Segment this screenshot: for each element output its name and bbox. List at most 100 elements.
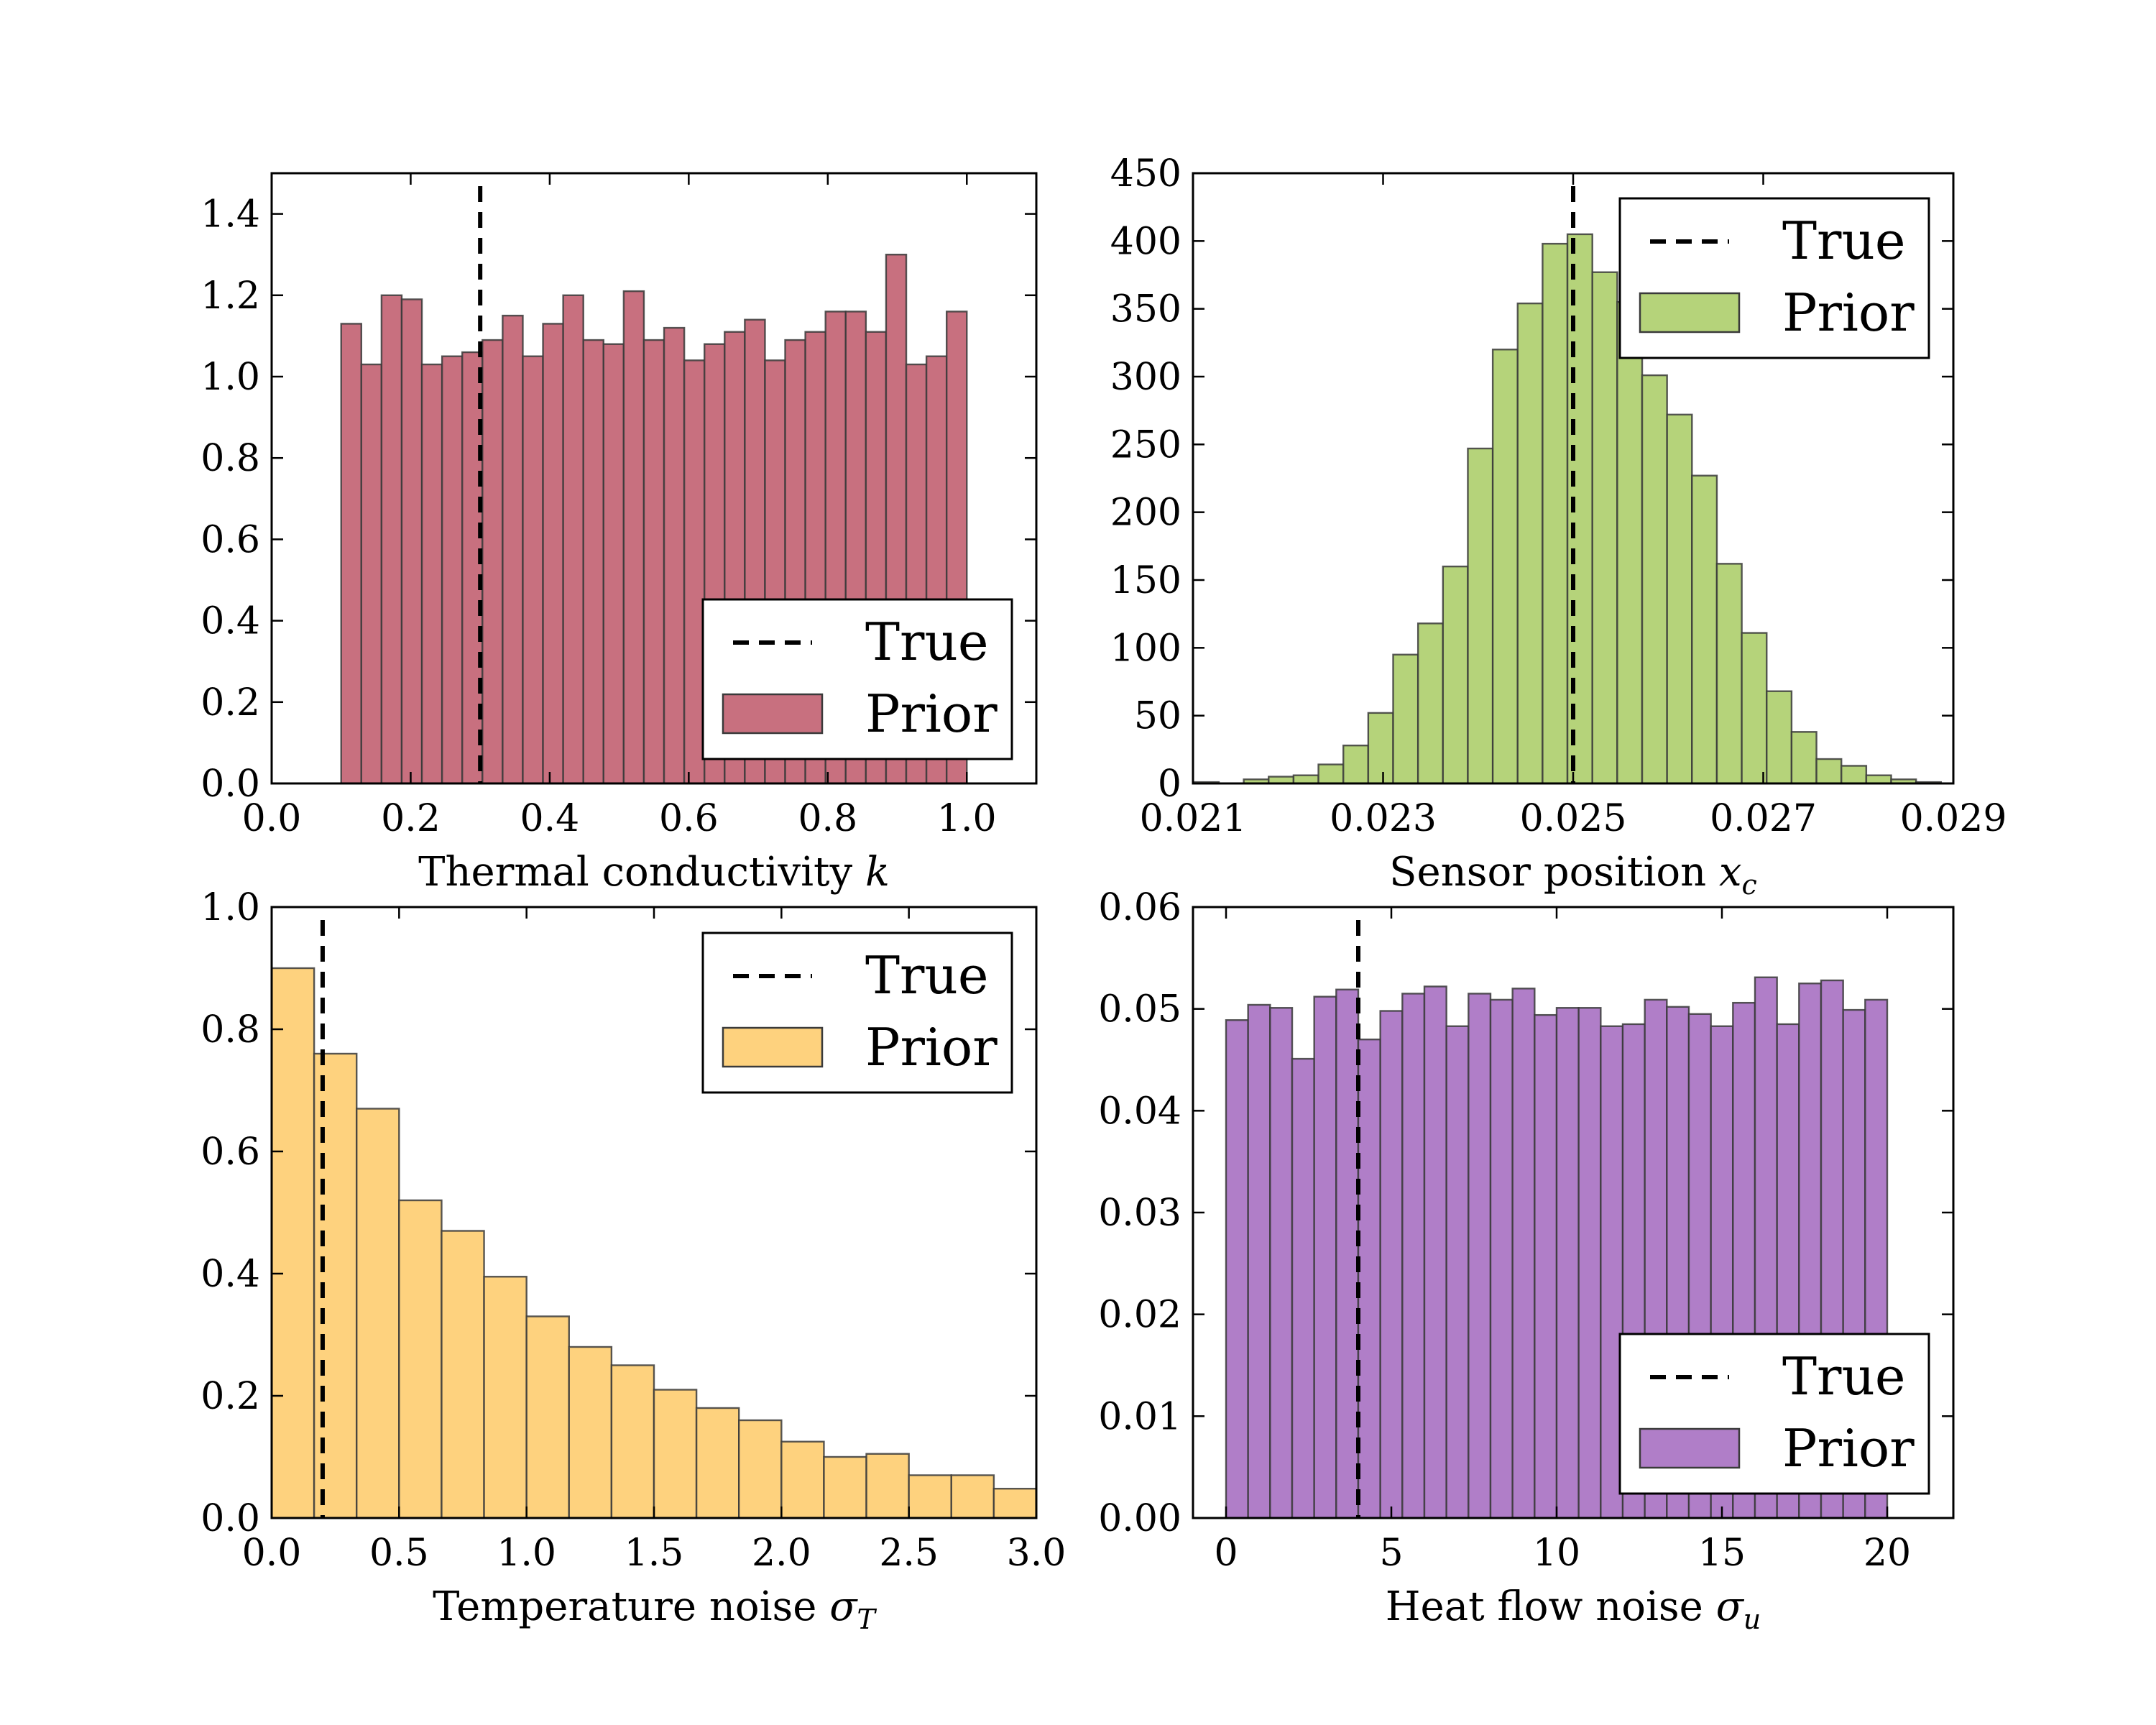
- histogram-bar: [1468, 993, 1492, 1519]
- histogram-bar: [1815, 758, 1843, 785]
- y-tick-label: 50: [1134, 695, 1181, 738]
- histogram-bar: [1416, 622, 1445, 785]
- x-tick-label: 0.8: [798, 797, 857, 840]
- y-tick-label: 0.6: [201, 518, 260, 561]
- histogram-bar: [1516, 302, 1544, 785]
- x-tick-label: 5: [1379, 1532, 1403, 1575]
- y-tick-label: 0.4: [201, 600, 260, 643]
- histogram-bar: [1841, 765, 1868, 785]
- histogram-bar: [1379, 1010, 1404, 1519]
- legend-prior-swatch: [722, 693, 824, 735]
- y-tick-label: 100: [1110, 627, 1181, 670]
- y-tick-label: 0.2: [201, 1375, 260, 1418]
- histogram-bar: [992, 1487, 1038, 1519]
- histogram-bar: [1342, 744, 1370, 785]
- y-tick-label: 0.05: [1098, 988, 1181, 1031]
- x-tick-label: 0.027: [1710, 797, 1817, 840]
- histogram-bar: [482, 339, 504, 785]
- histogram-bar: [1715, 563, 1743, 785]
- x-tick-label: 20: [1864, 1532, 1911, 1575]
- histogram-bar: [1269, 1007, 1294, 1519]
- histogram-panel: 0.021 0.023 0.025 0.027 0.029 0 50 100 150 200 250…: [1110, 152, 2007, 901]
- histogram-bar: [1577, 1007, 1602, 1519]
- histogram-bar: [610, 1364, 655, 1519]
- y-tick-label: 0.04: [1098, 1090, 1181, 1133]
- histogram-bar: [1666, 413, 1693, 785]
- histogram-panel: 0.0 0.5 1.0 1.5 2.0 2.5 3.0 0.0 0.2 0.4 0.6 0.8 1.0 T…: [201, 886, 1066, 1635]
- x-tick-label: 0.5: [369, 1532, 429, 1575]
- histogram-bar: [568, 1346, 613, 1519]
- x-tick-label: 0.0: [242, 797, 302, 840]
- x-tick-label: 1.5: [625, 1532, 684, 1575]
- histogram-bar: [400, 298, 423, 785]
- x-axis-label: Thermal conductivity k: [418, 849, 890, 896]
- y-tick-label: 1.2: [201, 275, 260, 318]
- x-tick-label: 0.029: [1900, 797, 2007, 840]
- histogram-bar: [1534, 1013, 1558, 1519]
- y-tick-label: 150: [1110, 559, 1181, 602]
- legend-prior-swatch: [722, 1026, 824, 1068]
- y-tick-label: 0.02: [1098, 1294, 1181, 1337]
- histogram-bar: [1291, 1057, 1315, 1519]
- legend-true-label: True: [865, 612, 988, 672]
- y-tick-label: 0.6: [201, 1131, 260, 1174]
- y-tick-label: 300: [1110, 356, 1181, 399]
- x-tick-label: 0.023: [1330, 797, 1437, 840]
- histogram-bar: [1511, 988, 1536, 1519]
- histogram-bar: [441, 355, 464, 785]
- y-tick-label: 0.03: [1098, 1192, 1181, 1235]
- histogram-bar: [502, 314, 524, 785]
- legend: True Prior: [1618, 1333, 1930, 1495]
- histogram-bar: [602, 343, 625, 785]
- histogram-bar: [1401, 993, 1426, 1519]
- y-tick-label: 0.06: [1098, 886, 1181, 929]
- histogram-bar: [562, 294, 584, 785]
- legend: True Prior: [701, 932, 1013, 1094]
- legend-true-label: True: [1782, 1346, 1905, 1407]
- histogram-bar: [1225, 1019, 1249, 1519]
- histogram-bar: [1790, 731, 1818, 785]
- histogram-bar: [1865, 774, 1892, 785]
- histogram-bar: [908, 1474, 952, 1519]
- histogram-bar: [1442, 565, 1469, 785]
- y-tick-label: 0.01: [1098, 1395, 1181, 1438]
- histogram-bar: [1313, 995, 1337, 1519]
- histogram-bar: [1741, 632, 1768, 785]
- legend-prior-swatch: [1639, 292, 1741, 334]
- y-tick-label: 0.0: [201, 763, 260, 806]
- histogram-bar: [420, 363, 443, 785]
- x-tick-label: 0.4: [520, 797, 580, 840]
- histogram-panel: 0 5 10 15 20 0.00 0.01 0.02 0.03 0.04 0.05 0.06 Heat…: [1098, 886, 1955, 1635]
- histogram-bar: [1491, 349, 1519, 785]
- histogram-bar: [1335, 988, 1360, 1519]
- histogram-bar: [622, 290, 645, 785]
- y-tick-label: 0.8: [201, 437, 260, 480]
- y-tick-label: 0.4: [201, 1253, 260, 1296]
- histogram-bar: [1445, 1025, 1470, 1519]
- y-tick-label: 400: [1110, 220, 1181, 263]
- x-tick-label: 2.0: [752, 1532, 811, 1575]
- histogram-bar: [780, 1440, 825, 1519]
- histogram-bar: [582, 339, 604, 785]
- plot-frame: [270, 172, 1038, 785]
- y-tick-label: 450: [1110, 152, 1181, 196]
- y-tick-label: 1.4: [201, 193, 260, 236]
- histogram-bar: [483, 1276, 528, 1519]
- legend: True Prior: [701, 598, 1013, 760]
- x-tick-label: 2.5: [879, 1532, 939, 1575]
- legend-true-label: True: [865, 945, 988, 1006]
- x-axis-label: Sensor position xc: [1389, 849, 1757, 901]
- histogram-bar: [360, 363, 383, 785]
- x-tick-label: 0.025: [1520, 797, 1627, 840]
- histogram-bar: [340, 323, 363, 785]
- legend-prior-label: Prior: [1782, 282, 1915, 343]
- histogram-bar: [1467, 447, 1494, 785]
- y-tick-label: 0.00: [1098, 1497, 1181, 1540]
- x-axis-label: Temperature noise σT: [433, 1583, 877, 1635]
- legend-prior-label: Prior: [1782, 1418, 1915, 1478]
- histogram-bar: [1766, 690, 1793, 785]
- histogram-bar: [398, 1199, 443, 1519]
- y-tick-label: 0.8: [201, 1008, 260, 1052]
- histogram-bar: [1392, 653, 1419, 785]
